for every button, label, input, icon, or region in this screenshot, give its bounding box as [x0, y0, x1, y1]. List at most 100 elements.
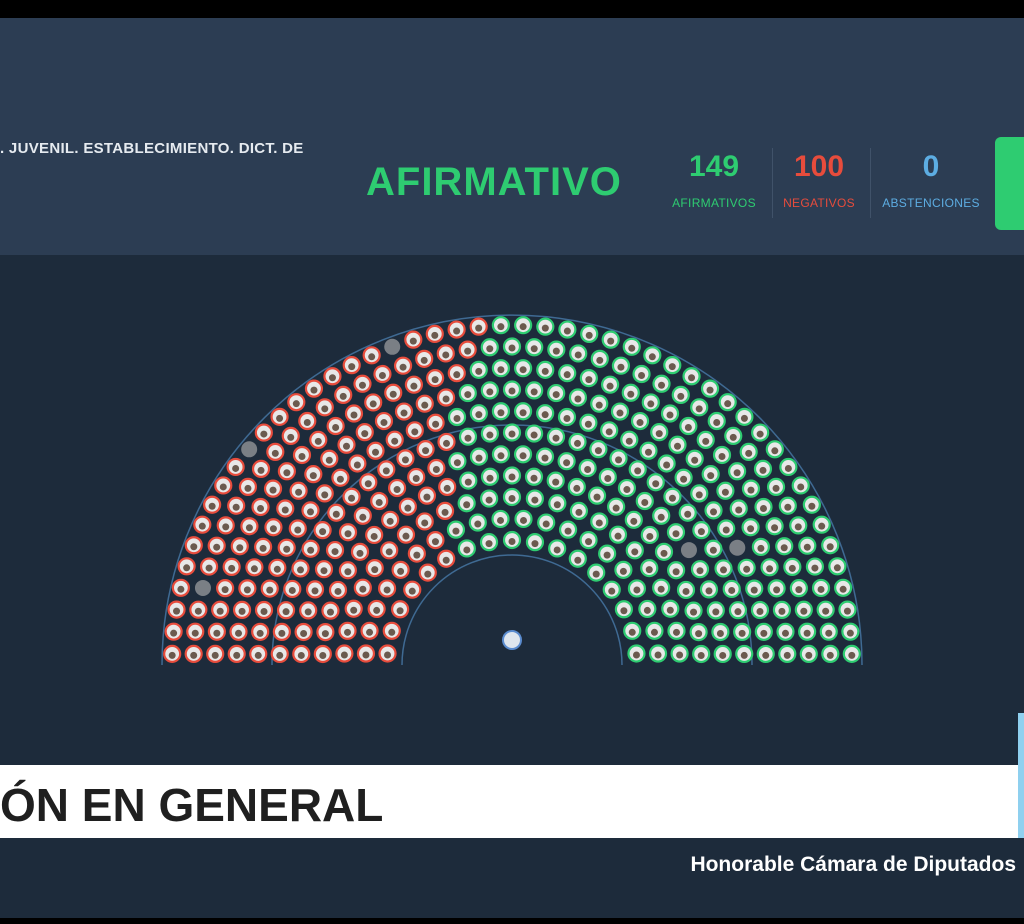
- seat-face: [310, 386, 318, 394]
- seat-face: [574, 439, 582, 447]
- seat-face: [740, 651, 748, 659]
- seat-face: [368, 353, 376, 361]
- seat-face: [464, 434, 472, 442]
- seat-face: [846, 629, 854, 637]
- seat-face: [432, 466, 440, 474]
- seat-face: [615, 456, 623, 464]
- seat-face: [411, 428, 419, 436]
- footer-text: Honorable Cámara de Diputados: [690, 853, 1016, 876]
- seat-face: [453, 371, 461, 379]
- seat-face: [668, 494, 676, 502]
- seat-face: [412, 474, 420, 482]
- seat-face: [177, 585, 185, 593]
- seat-face: [756, 608, 764, 616]
- seat-face: [747, 486, 755, 494]
- seat-face: [660, 549, 668, 557]
- seat-face: [848, 651, 856, 659]
- seat-face: [385, 548, 393, 556]
- seat-face: [684, 510, 692, 518]
- seat-face: [784, 503, 792, 511]
- seat-face: [281, 506, 289, 514]
- seat-face: [519, 366, 527, 374]
- seat-face: [733, 469, 741, 477]
- seat-face: [647, 400, 655, 408]
- seat-face: [605, 428, 613, 436]
- seat-face: [198, 522, 206, 530]
- seat-face: [541, 367, 549, 375]
- seat-face: [388, 628, 396, 636]
- seat-face: [672, 628, 680, 636]
- seat-face: [745, 449, 753, 457]
- seat-face: [486, 345, 494, 353]
- seat: [384, 338, 401, 355]
- result: AFIRMATIVO: [366, 160, 622, 204]
- seat-face: [410, 382, 418, 390]
- seat-face: [442, 395, 450, 403]
- seat-face: [183, 564, 191, 572]
- seat-face: [366, 628, 374, 636]
- seat-face: [833, 564, 841, 572]
- seat-face: [663, 461, 671, 469]
- seat-face: [822, 607, 830, 615]
- seat-face: [826, 543, 834, 551]
- seat-face: [552, 347, 560, 355]
- seat-face: [306, 508, 314, 516]
- seat-face: [232, 464, 240, 472]
- seat-face: [453, 327, 461, 335]
- seat-face: [709, 546, 717, 554]
- seat-face: [716, 629, 724, 637]
- seat-face: [766, 565, 774, 573]
- seat-face: [531, 540, 539, 548]
- seat-face: [596, 356, 604, 364]
- seat-face: [339, 392, 347, 400]
- seat: [194, 579, 211, 596]
- seat-face: [297, 566, 305, 574]
- seat-face: [713, 419, 721, 427]
- seat-face: [734, 608, 742, 616]
- seat-face: [373, 606, 381, 614]
- seat-face: [719, 651, 727, 659]
- seat-face: [421, 401, 429, 409]
- seat-face: [348, 363, 356, 371]
- seat-face: [463, 546, 471, 554]
- seat-face: [691, 456, 699, 464]
- seat-face: [423, 493, 431, 501]
- seat-face: [463, 501, 471, 509]
- seat-face: [771, 524, 779, 532]
- seat-face: [408, 587, 416, 595]
- seat-face: [623, 486, 631, 494]
- seat-face: [421, 519, 429, 527]
- seat-face: [724, 400, 732, 408]
- seat-face: [372, 448, 380, 456]
- side-strip: [1018, 713, 1024, 838]
- seat-face: [772, 484, 780, 492]
- seat-face: [442, 439, 450, 447]
- seat-face: [553, 501, 561, 509]
- seat-face: [276, 651, 284, 659]
- tally-label: ABSTENCIONES: [882, 196, 980, 210]
- seat-face: [706, 386, 714, 394]
- seat-face: [257, 466, 265, 474]
- seat-face: [783, 651, 791, 659]
- seat-face: [485, 496, 493, 504]
- tally-label: NEGATIVOS: [783, 196, 855, 210]
- seat-face: [295, 488, 303, 496]
- seat-face: [707, 472, 715, 480]
- seat-face: [401, 456, 409, 464]
- seat-face: [519, 323, 527, 331]
- action-button[interactable]: [995, 137, 1024, 230]
- seat-face: [800, 607, 808, 615]
- seat-face: [319, 528, 327, 536]
- seat-face: [573, 484, 581, 492]
- seat-face: [628, 628, 636, 636]
- seat-face: [432, 420, 440, 428]
- seat-face: [760, 629, 768, 637]
- seat-face: [300, 629, 308, 637]
- seat-face: [762, 651, 770, 659]
- seat-face: [614, 532, 622, 540]
- seat-face: [486, 474, 494, 482]
- seat-face: [383, 586, 391, 594]
- seat-face: [213, 543, 221, 551]
- seat-face: [759, 466, 767, 474]
- seat-face: [508, 344, 516, 352]
